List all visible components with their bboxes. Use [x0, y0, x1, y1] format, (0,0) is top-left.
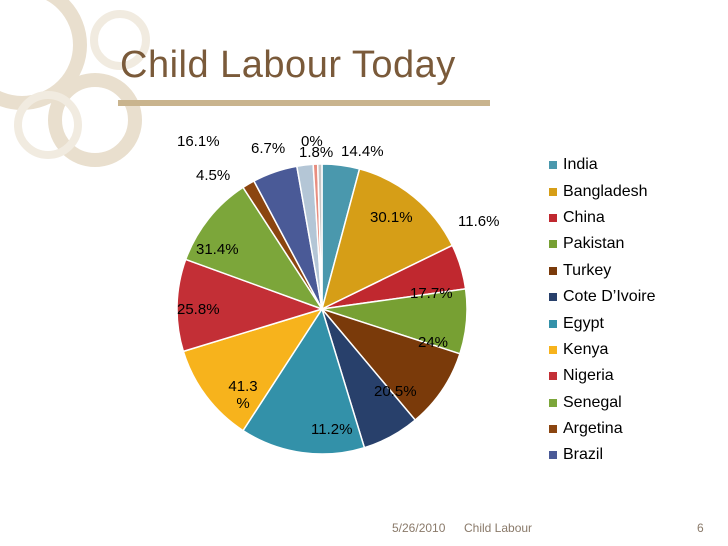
- decorative-circles: [0, 0, 150, 167]
- data-label: 11.2%: [311, 421, 353, 438]
- data-label: 1.8%: [299, 144, 334, 161]
- pie-slice-nigeria: [176, 258, 325, 353]
- legend-swatch: [549, 293, 557, 302]
- legend-swatch: [549, 451, 557, 460]
- title-underline: [118, 100, 490, 106]
- data-label: 41.3 %: [228, 378, 258, 412]
- pie-slice: [316, 163, 323, 310]
- pie-slice-egypt: [241, 307, 366, 455]
- legend-swatch: [549, 425, 557, 434]
- data-label: 20.5%: [374, 383, 417, 400]
- legend-swatch: [549, 398, 557, 407]
- legend-item: Argetina: [549, 416, 655, 442]
- legend-swatch: [549, 187, 557, 196]
- data-label: 25.8%: [177, 301, 220, 318]
- legend-label: Kenya: [563, 340, 609, 358]
- pie-slice-bangladesh: [320, 168, 454, 311]
- legend-label: Senegal: [563, 393, 622, 411]
- legend-label: Egypt: [563, 314, 604, 332]
- legend-item: Cote D’Ivoire: [549, 284, 655, 310]
- legend-item: Egypt: [549, 310, 655, 336]
- legend-label: Bangladesh: [563, 182, 648, 200]
- data-label: 6.7%: [251, 140, 286, 157]
- legend-swatch: [549, 319, 557, 328]
- data-label: 17.7%: [410, 285, 453, 302]
- pie-slice-turkey: [319, 307, 461, 422]
- data-label: 31.4%: [196, 241, 239, 258]
- slide-title: Child Labour Today: [120, 44, 456, 86]
- legend-label: India: [563, 156, 598, 174]
- chart-legend: India Bangladesh China Pakistan Turkey C…: [549, 152, 655, 469]
- legend-label: Cote D’Ivoire: [563, 288, 656, 306]
- legend-label: Pakistan: [563, 235, 625, 253]
- footer-date: 5/26/2010: [392, 521, 446, 535]
- pie-slice-kenya: [182, 307, 324, 432]
- legend-item: Bangladesh: [549, 178, 655, 204]
- data-label: 11.6%: [458, 213, 500, 230]
- data-label: 4.5%: [196, 167, 231, 184]
- data-label: 14.4%: [341, 143, 384, 160]
- legend-item: Brazil: [549, 442, 655, 468]
- legend-item: China: [549, 205, 655, 231]
- legend-label: Argetina: [563, 420, 623, 438]
- legend-item: Nigeria: [549, 363, 655, 389]
- legend-item: India: [549, 152, 655, 178]
- footer-text: Child Labour: [464, 521, 533, 535]
- legend-label: Turkey: [563, 261, 612, 279]
- data-label: 0%: [301, 133, 323, 150]
- legend-swatch: [549, 372, 557, 381]
- legend-swatch: [549, 240, 557, 249]
- data-label: 24%: [418, 334, 449, 351]
- legend-swatch: [549, 345, 557, 354]
- pie-slice-senegal: [184, 186, 324, 311]
- legend-item: Kenya: [549, 337, 655, 363]
- legend-item: Pakistan: [549, 231, 655, 257]
- legend-label: Brazil: [563, 446, 604, 464]
- legend-swatch: [549, 266, 557, 275]
- legend-label: China: [563, 208, 605, 226]
- legend-label: Nigeria: [563, 367, 614, 385]
- legend-item: Turkey: [549, 258, 655, 284]
- data-label: 16.1%: [177, 133, 220, 150]
- legend-swatch: [549, 213, 557, 222]
- legend-item: Senegal: [549, 390, 655, 416]
- legend-swatch: [549, 161, 557, 170]
- page-number: 6: [697, 521, 704, 535]
- data-label: 30.1%: [370, 209, 413, 226]
